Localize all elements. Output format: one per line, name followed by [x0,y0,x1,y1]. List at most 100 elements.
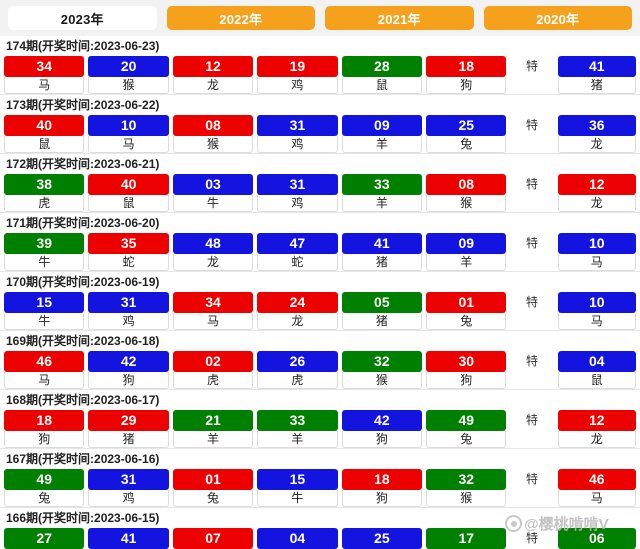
draw-header: 167期(开奖时间:2023-06-16) [0,449,640,469]
draw-block: 171期(开奖时间:2023-06-20) 39 牛 35 蛇 48 龙 47 蛇 41 猪 09 羊特… [0,212,640,271]
ball-number: 02 [172,351,254,372]
ball-number: 33 [341,174,423,195]
special-ball-number: 06 [557,528,637,549]
draw-header-text: 169期(开奖时间:2023-06-18) [6,334,160,348]
ball-number: 07 [172,528,254,549]
draw-row: 15 牛 31 鸡 34 马 24 龙 05 猪 01 兔特 10 马 [0,292,640,330]
year-tab-2023[interactable]: 2023年 [8,6,157,30]
special-ball-zodiac: 马 [557,490,637,507]
special-label: 特 [526,472,539,486]
draw-row: 34 马 20 猴 12 龙 19 鸡 28 鼠 18 狗 特 41 猪 [0,56,640,94]
year-tab-2021[interactable]: 2021年 [325,6,474,30]
special-ball-number: 36 [557,115,637,136]
year-tab-label: 2020年 [536,11,580,27]
special-ball-number: 41 [557,56,637,77]
ball-zodiac: 鼠 [341,77,423,94]
ball-number: 39 [4,233,85,254]
special-label: 特 [526,177,539,191]
year-tab-2022[interactable]: 2022年 [166,6,315,30]
ball-number: 40 [88,174,169,195]
draw-block: 170期(开奖时间:2023-06-19) 15 牛 31 鸡 34 马 24 龙 05 猪 01 兔特… [0,271,640,330]
ball-number: 49 [4,469,85,490]
ball-number: 05 [341,292,423,313]
ball-zodiac: 羊 [341,136,423,153]
ball-cell: 20 猴 [88,56,169,94]
ball-number: 42 [88,351,169,372]
year-tab-2020[interactable]: 2020年 [483,6,632,30]
ball-zodiac: 猴 [426,195,507,212]
ball-number: 34 [4,56,85,77]
special-ball-cell: 10 马 [557,233,637,271]
ball-zodiac: 蛇 [88,254,169,271]
ball-number: 28 [341,56,423,77]
draw-header-text: 172期(开奖时间:2023-06-21) [6,157,160,171]
special-ball-number: 04 [557,351,637,372]
special-ball-zodiac: 马 [557,254,637,271]
ball-number: 18 [341,469,423,490]
ball-number: 25 [426,115,507,136]
ball-number: 15 [4,292,85,313]
special-ball-zodiac: 猪 [557,77,637,94]
ball-cell: 18 狗 [341,469,423,507]
year-tab-label: 2022年 [219,11,263,27]
ball-cell: 38 虎 [4,174,85,212]
special-ball-cell: 12 龙 [557,174,637,212]
special-ball-number: 46 [557,469,637,490]
ball-cell: 34 马 [4,56,85,94]
ball-number: 32 [426,469,507,490]
ball-cell: 35 蛇 [88,233,169,271]
ball-cell: 40 鼠 [4,115,85,153]
ball-number: 26 [257,351,338,372]
ball-cell: 42 狗 [88,351,169,389]
special-label: 特 [526,295,539,309]
ball-zodiac: 兔 [172,490,254,507]
ball-number: 48 [172,233,254,254]
ball-cell: 40 鼠 [88,174,169,212]
ball-cell: 46 马 [4,351,85,389]
special-ball-cell: 41 猪 [557,56,637,94]
special-ball-cell: 12 龙 [557,410,637,448]
ball-zodiac: 牛 [4,313,85,330]
ball-number: 27 [4,528,85,549]
ball-cell: 42 狗 [341,410,423,448]
ball-zodiac: 狗 [426,372,507,389]
ball-number: 01 [426,292,507,313]
draw-header: 171期(开奖时间:2023-06-20) [0,213,640,233]
draw-row: 27牛41猪07鸡04鼠25兔17猪 特 06狗 [0,528,640,549]
draw-block: 169期(开奖时间:2023-06-18) 46 马 42 狗 02 虎 26 虎 32 猴 30 狗特… [0,330,640,389]
ball-zodiac: 猪 [341,313,423,330]
special-label: 特 [526,531,539,545]
ball-cell: 30 狗 [426,351,507,389]
draw-header-text: 168期(开奖时间:2023-06-17) [6,393,160,407]
special-label: 特 [526,354,539,368]
ball-cell: 09 羊 [341,115,423,153]
ball-zodiac: 鸡 [88,490,169,507]
ball-number: 34 [172,292,254,313]
ball-cell: 03 牛 [172,174,254,212]
ball-zodiac: 鼠 [88,195,169,212]
ball-number: 42 [341,410,423,431]
special-label: 特 [526,118,539,132]
ball-zodiac: 兔 [426,431,507,448]
ball-cell: 07鸡 [172,528,254,549]
draw-header: 172期(开奖时间:2023-06-21) [0,154,640,174]
ball-number: 21 [172,410,254,431]
year-tab-label: 2023年 [60,11,104,27]
ball-cell: 21 羊 [172,410,254,448]
ball-zodiac: 羊 [257,431,338,448]
ball-number: 03 [172,174,254,195]
draw-block: 173期(开奖时间:2023-06-22) 40 鼠 10 马 08 猴 31 鸡 09 羊 25 兔 特… [0,94,640,153]
draw-block: 172期(开奖时间:2023-06-21) 38 虎 40 鼠 03 牛 31 鸡 33 羊 08 猴 特… [0,153,640,212]
ball-cell: 34 马 [172,292,254,330]
ball-number: 31 [257,174,338,195]
ball-number: 25 [341,528,423,549]
special-ball-number: 10 [557,292,637,313]
draw-header-text: 174期(开奖时间:2023-06-23) [6,39,160,53]
ball-cell: 25兔 [341,528,423,549]
ball-number: 41 [88,528,169,549]
ball-cell: 24 龙 [257,292,338,330]
ball-zodiac: 牛 [257,490,338,507]
ball-number: 17 [426,528,507,549]
ball-zodiac: 鸡 [257,77,338,94]
